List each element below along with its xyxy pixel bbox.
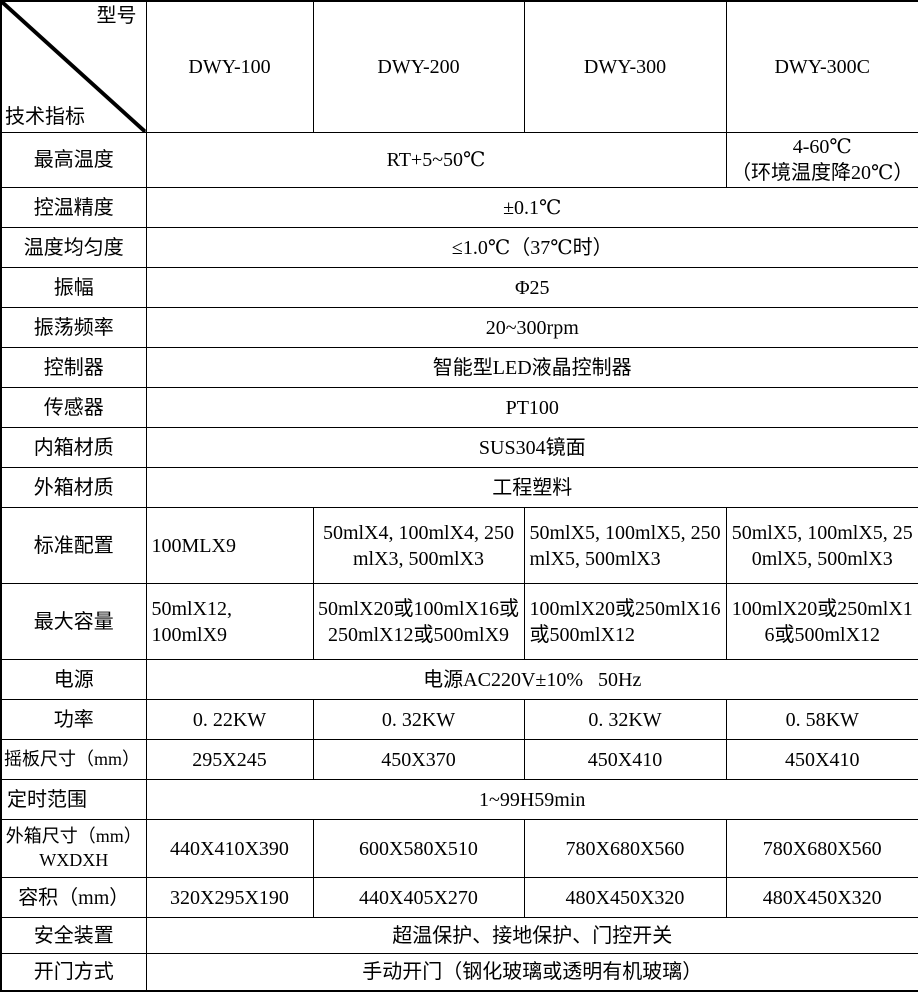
spec-value: 50mlX12, 100mlX9 — [145, 583, 314, 660]
spec-value: 480X450X320 — [725, 877, 918, 918]
row-label: 功率 — [0, 699, 147, 740]
corner-label-model: 型号 — [96, 5, 137, 27]
row-label: 容积（mm） — [0, 877, 147, 918]
spec-value: 320X295X190 — [145, 877, 314, 918]
row-label: 振荡频率 — [0, 307, 147, 348]
spec-value: 50mlX20或100mlX16或250mlX12或500mlX9 — [312, 583, 525, 660]
spec-value: 4-60℃ （环境温度降20℃） — [725, 132, 918, 188]
spec-value: 100MLX9 — [145, 507, 314, 584]
spec-value: 780X680X560 — [523, 819, 727, 878]
spec-value: 50mlX5, 100mlX5, 250mlX5, 500mlX3 — [523, 507, 727, 584]
row-label: 外箱尺寸（mm） WXDXH — [0, 819, 147, 878]
corner-cell: 型号 技术指标 — [0, 0, 147, 133]
table-row: 容积（mm） 320X295X190 440X405X270 480X450X3… — [0, 877, 918, 918]
spec-value: 20~300rpm — [145, 307, 918, 348]
table-row: 外箱尺寸（mm） WXDXH 440X410X390 600X580X510 7… — [0, 819, 918, 878]
row-label: 最大容量 — [0, 583, 147, 660]
spec-value: 智能型LED液晶控制器 — [145, 347, 918, 388]
spec-value: 50mlX5, 100mlX5, 250mlX5, 500mlX3 — [725, 507, 918, 584]
row-label: 温度均匀度 — [0, 227, 147, 268]
model-header-dwy-300: DWY-300 — [523, 0, 727, 133]
row-label: 开门方式 — [0, 953, 147, 991]
row-label: 最高温度 — [0, 132, 147, 188]
table-row: 传感器 PT100 — [0, 387, 918, 428]
row-label: 控制器 — [0, 347, 147, 388]
spec-value: ±0.1℃ — [145, 187, 918, 228]
model-header-dwy-200: DWY-200 — [312, 0, 525, 133]
spec-value: 450X410 — [725, 739, 918, 780]
spec-value: 295X245 — [145, 739, 314, 780]
spec-value: 手动开门（钢化玻璃或透明有机玻璃） — [145, 953, 918, 991]
spec-value: 450X370 — [312, 739, 525, 780]
corner-label-spec: 技术指标 — [5, 106, 85, 128]
header-row: 型号 技术指标 DWY-100 DWY-200 DWY-300 DWY-300C — [0, 0, 918, 133]
table-row: 内箱材质 SUS304镜面 — [0, 427, 918, 468]
spec-value: SUS304镜面 — [145, 427, 918, 468]
model-header-dwy-100: DWY-100 — [145, 0, 314, 133]
table-row: 振幅 Φ25 — [0, 267, 918, 308]
spec-value: 0. 58KW — [725, 699, 918, 740]
table-row: 最高温度 RT+5~50℃ 4-60℃ （环境温度降20℃） — [0, 132, 918, 188]
diagonal-divider-icon — [2, 2, 145, 132]
table-row: 定时范围 1~99H59min — [0, 779, 918, 820]
row-label: 标准配置 — [0, 507, 147, 584]
model-header-dwy-300c: DWY-300C — [725, 0, 918, 133]
spec-value: 50mlX4, 100mlX4, 250mlX3, 500mlX3 — [312, 507, 525, 584]
spec-value: 100mlX20或250mlX16或500mlX12 — [523, 583, 727, 660]
spec-value: Φ25 — [145, 267, 918, 308]
spec-value: 440X405X270 — [312, 877, 525, 918]
spec-value: 480X450X320 — [523, 877, 727, 918]
table-row: 温度均匀度 ≤1.0℃（37℃时） — [0, 227, 918, 268]
spec-value: 1~99H59min — [145, 779, 918, 820]
row-label: 电源 — [0, 659, 147, 700]
row-label: 摇板尺寸（mm） — [0, 739, 147, 780]
table-row: 振荡频率 20~300rpm — [0, 307, 918, 348]
spec-value: PT100 — [145, 387, 918, 428]
table-row: 安全装置 超温保护、接地保护、门控开关 — [0, 917, 918, 954]
row-label: 传感器 — [0, 387, 147, 428]
table-row: 控温精度 ±0.1℃ — [0, 187, 918, 228]
spec-value: 0. 22KW — [145, 699, 314, 740]
spec-value: 450X410 — [523, 739, 727, 780]
table-row: 功率 0. 22KW 0. 32KW 0. 32KW 0. 58KW — [0, 699, 918, 740]
table-row: 最大容量 50mlX12, 100mlX9 50mlX20或100mlX16或2… — [0, 583, 918, 660]
row-label: 控温精度 — [0, 187, 147, 228]
table-row: 控制器 智能型LED液晶控制器 — [0, 347, 918, 388]
row-label: 内箱材质 — [0, 427, 147, 468]
spec-value: RT+5~50℃ — [145, 132, 727, 188]
spec-value: 780X680X560 — [725, 819, 918, 878]
table-row: 开门方式 手动开门（钢化玻璃或透明有机玻璃） — [0, 953, 918, 991]
row-label: 安全装置 — [0, 917, 147, 954]
table-row: 电源 电源AC220V±10% 50Hz — [0, 659, 918, 700]
spec-value: 工程塑料 — [145, 467, 918, 508]
spec-value: 100mlX20或250mlX16或500mlX12 — [725, 583, 918, 660]
spec-value: 超温保护、接地保护、门控开关 — [145, 917, 918, 954]
table-row: 标准配置 100MLX9 50mlX4, 100mlX4, 250mlX3, 5… — [0, 507, 918, 584]
table-row: 摇板尺寸（mm） 295X245 450X370 450X410 450X410 — [0, 739, 918, 780]
row-label: 定时范围 — [0, 779, 147, 820]
spec-value: 440X410X390 — [145, 819, 314, 878]
spec-value: 600X580X510 — [312, 819, 525, 878]
spec-value: 0. 32KW — [312, 699, 525, 740]
spec-value: 电源AC220V±10% 50Hz — [145, 659, 918, 700]
spec-value: 0. 32KW — [523, 699, 727, 740]
spec-value: ≤1.0℃（37℃时） — [145, 227, 918, 268]
row-label: 振幅 — [0, 267, 147, 308]
row-label: 外箱材质 — [0, 467, 147, 508]
table-row: 外箱材质 工程塑料 — [0, 467, 918, 508]
